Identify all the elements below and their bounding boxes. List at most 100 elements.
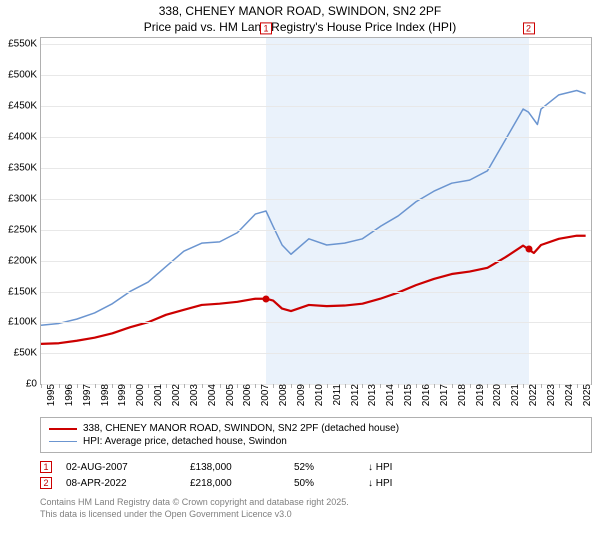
chart-title: 338, CHENEY MANOR ROAD, SWINDON, SN2 2PF… — [0, 0, 600, 37]
gridline — [41, 168, 591, 169]
x-tick — [202, 384, 203, 388]
series-price_paid — [41, 236, 586, 344]
y-axis-label: £500K — [8, 70, 41, 81]
gridline — [41, 261, 591, 262]
event-price: £218,000 — [190, 478, 280, 489]
x-axis-label: 2005 — [223, 384, 236, 406]
event-price: £138,000 — [190, 462, 280, 473]
x-axis-label: 1995 — [44, 384, 57, 406]
event-pct: 50% — [294, 478, 354, 489]
legend-label: 338, CHENEY MANOR ROAD, SWINDON, SN2 2PF… — [83, 423, 399, 434]
x-tick — [434, 384, 435, 388]
x-axis-label: 2016 — [419, 384, 432, 406]
series-hpi — [41, 91, 586, 326]
x-axis-label: 2014 — [383, 384, 396, 406]
x-tick — [345, 384, 346, 388]
x-axis-label: 2009 — [294, 384, 307, 406]
x-axis-label: 1997 — [80, 384, 93, 406]
x-tick — [505, 384, 506, 388]
gridline — [41, 230, 591, 231]
x-axis-label: 2022 — [526, 384, 539, 406]
x-axis-label: 1999 — [115, 384, 128, 406]
x-tick — [523, 384, 524, 388]
x-tick — [77, 384, 78, 388]
x-tick — [148, 384, 149, 388]
y-axis-label: £100K — [8, 317, 41, 328]
legend-item: 338, CHENEY MANOR ROAD, SWINDON, SN2 2PF… — [49, 422, 583, 435]
x-tick — [166, 384, 167, 388]
x-axis-label: 2004 — [205, 384, 218, 406]
event-row: 1 02-AUG-2007 £138,000 52% ↓ HPI — [40, 459, 592, 475]
x-axis-label: 2013 — [365, 384, 378, 406]
x-axis-label: 2018 — [455, 384, 468, 406]
footer-line-2: This data is licensed under the Open Gov… — [40, 509, 592, 521]
gridline — [41, 322, 591, 323]
gridline — [41, 44, 591, 45]
x-axis-label: 2001 — [151, 384, 164, 406]
legend-swatch — [49, 428, 77, 430]
event-date: 08-APR-2022 — [66, 478, 176, 489]
x-axis-label: 2003 — [187, 384, 200, 406]
y-axis-label: £150K — [8, 286, 41, 297]
event-date: 02-AUG-2007 — [66, 462, 176, 473]
y-axis-label: £450K — [8, 101, 41, 112]
x-axis-label: 2020 — [490, 384, 503, 406]
x-axis-label: 2008 — [276, 384, 289, 406]
y-axis-label: £400K — [8, 132, 41, 143]
x-axis-label: 2010 — [312, 384, 325, 406]
x-tick — [184, 384, 185, 388]
x-axis-label: 2023 — [544, 384, 557, 406]
gridline — [41, 292, 591, 293]
x-tick — [327, 384, 328, 388]
x-tick — [255, 384, 256, 388]
title-line-2: Price paid vs. HM Land Registry's House … — [8, 20, 592, 36]
x-tick — [362, 384, 363, 388]
event-pct: 52% — [294, 462, 354, 473]
x-tick — [41, 384, 42, 388]
x-axis-label: 2012 — [348, 384, 361, 406]
title-line-1: 338, CHENEY MANOR ROAD, SWINDON, SN2 2PF — [8, 4, 592, 20]
y-axis-label: £350K — [8, 162, 41, 173]
legend-label: HPI: Average price, detached house, Swin… — [83, 436, 287, 447]
y-axis-label: £250K — [8, 224, 41, 235]
event-marker-dot — [525, 246, 532, 253]
x-axis-label: 2017 — [437, 384, 450, 406]
y-axis-label: £550K — [8, 39, 41, 50]
chart-svg — [41, 38, 591, 384]
x-tick — [95, 384, 96, 388]
event-number-icon: 2 — [40, 477, 52, 489]
footer-attribution: Contains HM Land Registry data © Crown c… — [40, 497, 592, 520]
x-axis-label: 2025 — [580, 384, 593, 406]
x-tick — [273, 384, 274, 388]
gridline — [41, 75, 591, 76]
event-marker-dot — [263, 295, 270, 302]
x-axis-label: 2007 — [258, 384, 271, 406]
x-axis-label: 2019 — [473, 384, 486, 406]
event-marker-label: 2 — [523, 23, 535, 35]
x-tick — [237, 384, 238, 388]
x-axis-label: 2021 — [508, 384, 521, 406]
gridline — [41, 137, 591, 138]
y-axis-label: £300K — [8, 193, 41, 204]
event-list: 1 02-AUG-2007 £138,000 52% ↓ HPI 2 08-APR-2022… — [40, 459, 592, 491]
x-tick — [487, 384, 488, 388]
x-tick — [59, 384, 60, 388]
gridline — [41, 199, 591, 200]
event-row: 208-APR-2022£218,00050%↓ HPI — [40, 475, 592, 491]
x-tick — [470, 384, 471, 388]
down-arrow-icon: ↓ HPI — [368, 462, 392, 473]
x-axis-label: 1996 — [62, 384, 75, 406]
x-tick — [559, 384, 560, 388]
x-axis-label: 1998 — [98, 384, 111, 406]
plot-area: £0£50K£100K£150K£200K£250K£300K£350K£400… — [40, 37, 592, 385]
x-tick — [398, 384, 399, 388]
chart-area: £0£50K£100K£150K£200K£250K£300K£350K£400… — [40, 37, 592, 405]
event-number-icon: 1 — [40, 461, 52, 473]
x-axis-label: 2006 — [240, 384, 253, 406]
x-tick — [577, 384, 578, 388]
footer-line-1: Contains HM Land Registry data © Crown c… — [40, 497, 592, 509]
x-tick — [380, 384, 381, 388]
y-axis-label: £200K — [8, 255, 41, 266]
x-axis-label: 2002 — [169, 384, 182, 406]
x-tick — [541, 384, 542, 388]
